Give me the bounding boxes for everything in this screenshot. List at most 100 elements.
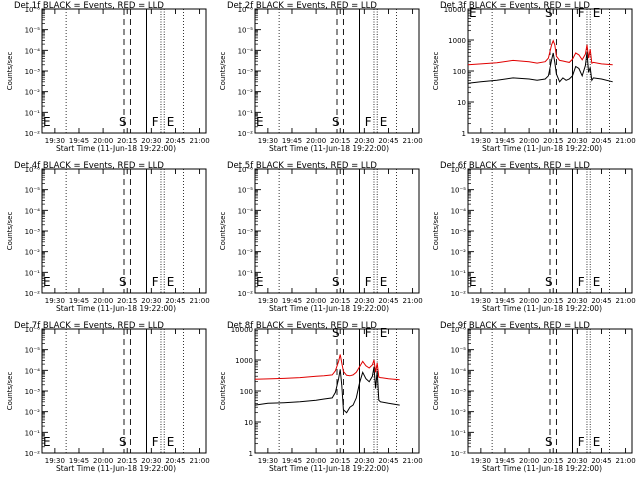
- x-tick-label: 20:45: [591, 457, 611, 465]
- x-tick-label: 19:30: [45, 137, 65, 145]
- x-tick-label: 20:30: [141, 137, 161, 145]
- y-tick-label: 100: [453, 68, 466, 76]
- y-axis-label: Counts/sec: [219, 52, 227, 91]
- x-tick-label: 20:45: [378, 297, 398, 305]
- x-tick-label: 19:30: [471, 457, 491, 465]
- marker-label-s: S: [119, 115, 127, 129]
- x-tick-label: 20:00: [93, 457, 113, 465]
- y-tick-label: 10⁻⁵: [238, 27, 254, 35]
- x-axis-label: Start Time (11-Jun-18 19:22:00): [482, 304, 602, 313]
- y-tick-label: 10⁻³: [238, 228, 254, 236]
- y-tick-label: 1: [249, 450, 253, 458]
- y-tick-label: 1000: [235, 357, 253, 365]
- y-axis-label: Counts/sec: [6, 52, 14, 91]
- marker-label-e: E: [593, 435, 601, 449]
- x-axis-label: Start Time (11-Jun-18 19:22:00): [56, 304, 176, 313]
- y-tick-label: 10⁻²: [25, 290, 41, 298]
- marker-label-e: E: [43, 275, 51, 289]
- y-axis-label: Counts/sec: [6, 212, 14, 251]
- x-tick-label: 19:45: [282, 137, 302, 145]
- x-tick-label: 20:30: [141, 457, 161, 465]
- y-tick-label: 10000: [444, 6, 466, 14]
- y-tick-label: 10⁻¹: [25, 429, 41, 437]
- x-tick-label: 20:45: [165, 297, 185, 305]
- marker-label-e: E: [469, 6, 477, 20]
- marker-label-e: E: [380, 115, 388, 129]
- marker-label-e: E: [593, 275, 601, 289]
- y-tick-label: 10⁻³: [25, 68, 41, 76]
- y-tick-label: 10⁻²: [25, 450, 41, 458]
- lld-series-line: [467, 39, 613, 66]
- marker-label-f: F: [152, 115, 159, 129]
- x-tick-label: 19:45: [282, 457, 302, 465]
- panel-title: Det 7f BLACK = Events, RED = LLD: [14, 321, 164, 331]
- x-tick-label: 19:30: [258, 457, 278, 465]
- x-tick-label: 20:15: [330, 297, 350, 305]
- y-tick-label: 10⁻⁵: [451, 347, 467, 355]
- marker-label-s: S: [119, 435, 127, 449]
- panel-det-5: Det 5f BLACK = Events, RED = LLD Counts/s…: [219, 161, 423, 313]
- y-tick-label: 10⁻²: [451, 450, 467, 458]
- y-tick-label: 10⁻²: [238, 290, 254, 298]
- panel-det-7: Det 7f BLACK = Events, RED = LLD Counts/s…: [6, 321, 210, 473]
- y-tick-label: 10⁻⁶: [25, 6, 41, 14]
- marker-label-f: F: [365, 115, 372, 129]
- x-tick-label: 20:30: [567, 457, 587, 465]
- y-tick-label: 1: [462, 130, 466, 138]
- x-tick-label: 19:45: [495, 137, 515, 145]
- x-tick-label: 19:45: [69, 297, 89, 305]
- panel-title: Det 2f BLACK = Events, RED = LLD: [227, 1, 377, 11]
- marker-label-f: F: [578, 6, 585, 20]
- y-tick-label: 100: [240, 388, 253, 396]
- x-tick-label: 20:15: [330, 137, 350, 145]
- x-tick-label: 20:30: [567, 297, 587, 305]
- y-tick-label: 10⁻¹: [238, 109, 254, 117]
- x-tick-label: 20:00: [93, 297, 113, 305]
- y-tick-label: 10⁻¹: [451, 269, 467, 277]
- x-tick-label: 20:15: [543, 137, 563, 145]
- y-tick-label: 10⁻⁶: [238, 166, 254, 174]
- panel-title: Det 8f BLACK = Events, RED = LLD: [227, 321, 377, 331]
- x-tick-label: 21:00: [189, 137, 209, 145]
- y-axis-label: Counts/sec: [432, 372, 440, 411]
- marker-label-s: S: [545, 275, 553, 289]
- x-tick-label: 20:30: [354, 137, 374, 145]
- marker-label-f: F: [365, 326, 372, 340]
- y-tick-label: 10⁻³: [25, 228, 41, 236]
- x-tick-label: 19:45: [495, 457, 515, 465]
- x-tick-label: 19:30: [258, 297, 278, 305]
- x-tick-label: 19:30: [45, 297, 65, 305]
- y-tick-label: 10⁻⁴: [238, 47, 254, 55]
- x-tick-label: 21:00: [615, 457, 635, 465]
- y-tick-label: 10⁻²: [238, 130, 254, 138]
- x-tick-label: 19:30: [258, 137, 278, 145]
- x-tick-label: 19:30: [45, 457, 65, 465]
- panel-title: Det 4f BLACK = Events, RED = LLD: [14, 161, 164, 171]
- x-tick-label: 20:00: [306, 457, 326, 465]
- panel-det-8: Det 8f BLACK = Events, RED = LLD Counts/s…: [219, 321, 423, 473]
- events-series-line: [467, 52, 613, 84]
- x-tick-label: 19:45: [69, 137, 89, 145]
- y-axis-label: Counts/sec: [432, 52, 440, 91]
- events-series-line: [254, 366, 400, 414]
- y-tick-label: 10⁻⁴: [451, 367, 467, 375]
- marker-label-f: F: [578, 275, 585, 289]
- y-tick-label: 1000: [448, 37, 466, 45]
- y-tick-label: 10⁻³: [238, 68, 254, 76]
- x-axis-label: Start Time (11-Jun-18 19:22:00): [482, 144, 602, 153]
- panel-det-3: Det 3f BLACK = Events, RED = LLD Counts/s…: [432, 1, 636, 153]
- y-axis-label: Counts/sec: [6, 372, 14, 411]
- x-tick-label: 20:45: [591, 297, 611, 305]
- marker-label-s: S: [545, 6, 553, 20]
- panel-title: Det 6f BLACK = Events, RED = LLD: [440, 161, 590, 171]
- x-tick-label: 20:30: [354, 297, 374, 305]
- marker-label-e: E: [380, 326, 388, 340]
- x-tick-label: 20:45: [378, 137, 398, 145]
- y-axis-label: Counts/sec: [219, 212, 227, 251]
- y-tick-label: 10⁻⁶: [25, 326, 41, 334]
- x-tick-label: 21:00: [615, 297, 635, 305]
- y-tick-label: 10⁻¹: [238, 269, 254, 277]
- marker-label-s: S: [332, 275, 340, 289]
- x-tick-label: 20:00: [519, 457, 539, 465]
